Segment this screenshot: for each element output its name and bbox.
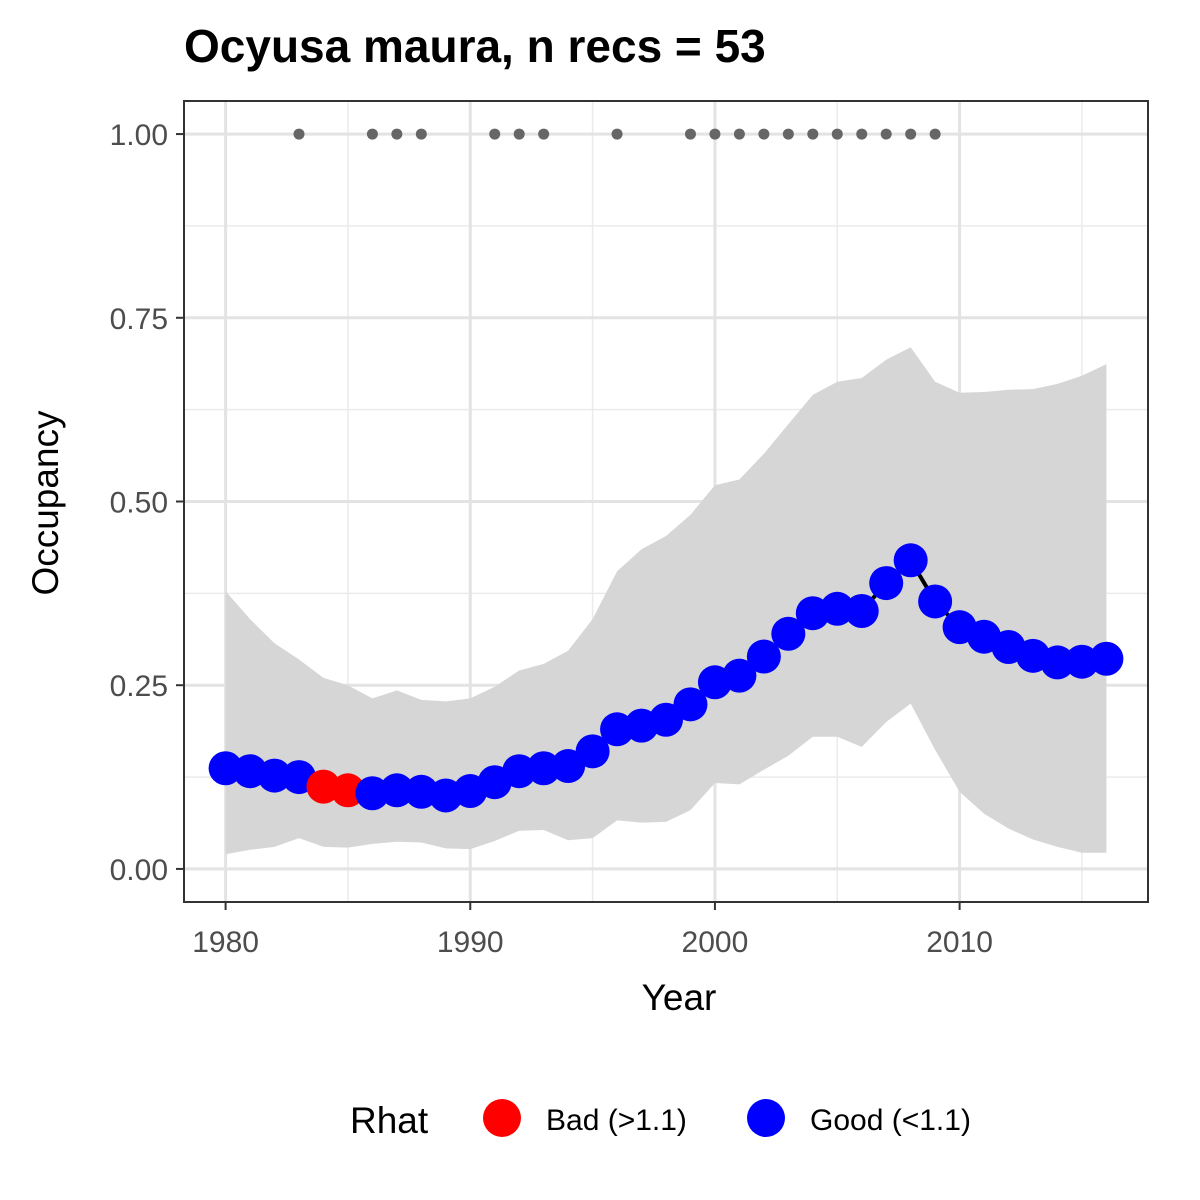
record-marker [611,128,623,140]
occupancy-point-good [893,543,928,578]
occupancy-point-good [526,751,561,786]
x-tick-label: 1990 [437,926,504,959]
occupancy-points-layer [208,543,1124,813]
y-axis-title: Occupancy [25,410,66,596]
occupancy-point-good [673,687,708,722]
record-marker [391,128,403,140]
record-marker [905,128,917,140]
occupancy-point-good [257,758,292,793]
occupancy-point-good [1040,645,1075,680]
record-marker [513,128,525,140]
occupancy-point-good [820,591,855,626]
y-tick-label: 0.50 [110,487,168,520]
occupancy-point-good [1089,641,1124,676]
record-marker [538,128,550,140]
credible-interval-layer [225,347,1107,855]
occupancy-point-good [649,702,683,737]
chart-title: Ocyusa maura, n recs = 53 [184,20,766,72]
x-tick-label: 2000 [682,926,749,959]
occupancy-point-good [379,773,414,808]
legend-title: Rhat [350,1100,429,1141]
occupancy-point-good [722,658,757,693]
y-tick-label: 1.00 [110,119,168,152]
y-tick-label: 0.25 [110,670,168,703]
legend-label-bad: Bad (>1.1) [546,1104,687,1137]
record-markers-layer [293,128,941,140]
record-marker [880,128,892,140]
y-tick-label: 0.00 [110,854,168,887]
record-marker [831,128,843,140]
legend-key-good [747,1099,785,1137]
x-tick-label: 1980 [192,926,259,959]
occupancy-point-good [746,639,781,674]
record-marker [366,128,378,140]
legend-key-bad [483,1099,521,1137]
occupancy-point-good [918,584,953,619]
record-marker [929,128,941,140]
y-tick-label: 0.75 [110,303,168,336]
occupancy-point-good [771,616,806,651]
record-marker [856,128,868,140]
occupancy-point-good [575,734,610,769]
occupancy-point-good [551,749,586,784]
record-marker [733,128,745,140]
record-marker [293,128,305,140]
legend-label-good: Good (<1.1) [810,1104,971,1137]
record-marker [415,128,427,140]
occupancy-point-good [844,593,879,628]
record-marker [684,128,696,140]
occupancy-point-good [869,566,904,601]
legend: Rhat Bad (>1.1) Good (<1.1) [350,1099,971,1141]
record-marker [807,128,819,140]
record-marker [489,128,501,140]
x-axis-title: Year [642,977,717,1018]
record-marker [709,128,721,140]
y-axis: 0.00 0.25 0.50 0.75 1.00 [110,119,184,887]
record-marker [782,128,794,140]
record-marker [758,128,770,140]
credible-interval-ribbon [225,347,1107,855]
x-tick-label: 2010 [926,926,993,959]
x-axis: 1980 1990 2000 2010 [192,902,993,959]
